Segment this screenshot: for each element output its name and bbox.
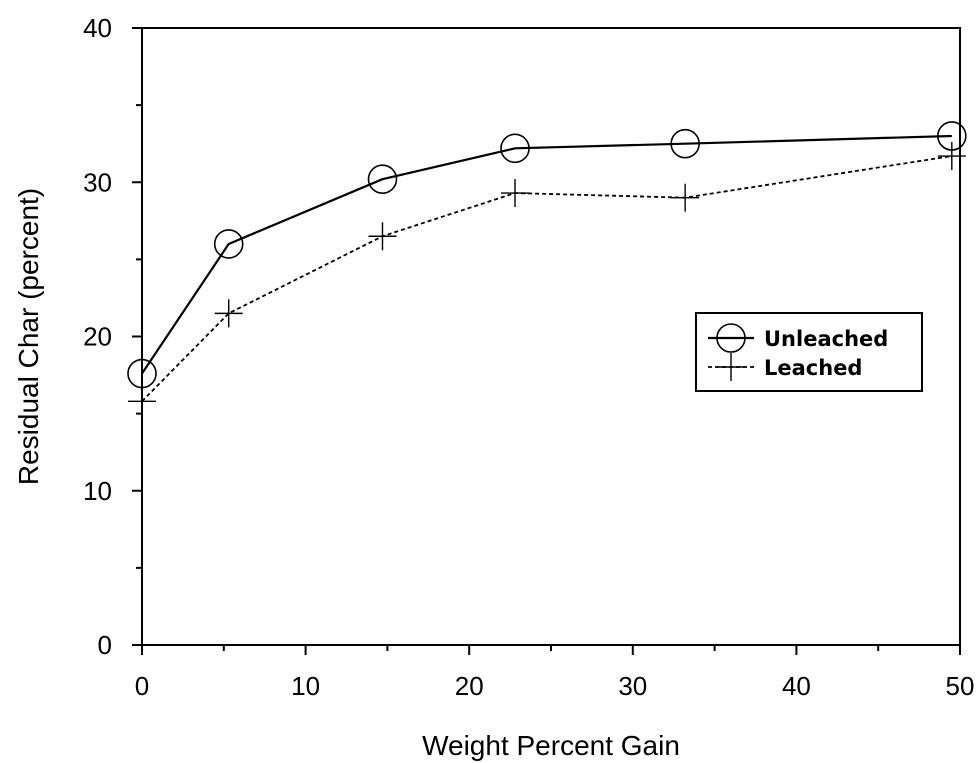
data-point-leached bbox=[368, 222, 397, 251]
legend-label-unleached: Unleached bbox=[764, 327, 888, 351]
y-tick-label: 40 bbox=[83, 13, 112, 43]
legend-sample-leached bbox=[708, 353, 754, 381]
y-tick-label: 30 bbox=[83, 167, 112, 197]
data-point-leached bbox=[937, 142, 966, 171]
legend-marker bbox=[717, 353, 745, 381]
series-line-unleached bbox=[141, 134, 952, 375]
x-tick-label: 20 bbox=[455, 671, 484, 701]
x-tick-label: 0 bbox=[135, 671, 149, 701]
data-point-leached bbox=[128, 387, 156, 416]
data-point-leached bbox=[501, 179, 530, 208]
y-tick-label: 10 bbox=[83, 476, 112, 506]
data-point-unleached bbox=[367, 164, 398, 194]
legend-marker bbox=[716, 323, 746, 353]
x-tick-label: 50 bbox=[946, 671, 975, 701]
axis-ticks bbox=[132, 27, 961, 655]
x-axis-title: Weight Percent Gain bbox=[422, 730, 680, 761]
data-point-leached bbox=[671, 183, 700, 212]
data-point-unleached bbox=[500, 133, 530, 164]
x-tick-label: 40 bbox=[782, 671, 811, 701]
data-point-unleached bbox=[670, 128, 700, 159]
x-tick-label: 10 bbox=[291, 671, 320, 701]
data-point-leached bbox=[214, 299, 243, 328]
series-layer bbox=[127, 121, 967, 416]
data-point-unleached bbox=[213, 229, 244, 259]
y-axis-title: Residual Char (percent) bbox=[13, 188, 44, 485]
y-tick-label: 0 bbox=[98, 630, 112, 660]
legend-sample-unleached bbox=[708, 323, 754, 353]
legend-label-leached: Leached bbox=[764, 356, 862, 380]
x-tick-label: 30 bbox=[618, 671, 647, 701]
series-line-leached bbox=[141, 155, 952, 402]
y-tick-label: 20 bbox=[83, 322, 112, 352]
tick-labels: 0 10 20 30 40 50 0 10 20 30 40 bbox=[83, 13, 974, 701]
legend: Unleached Leached bbox=[695, 312, 923, 392]
